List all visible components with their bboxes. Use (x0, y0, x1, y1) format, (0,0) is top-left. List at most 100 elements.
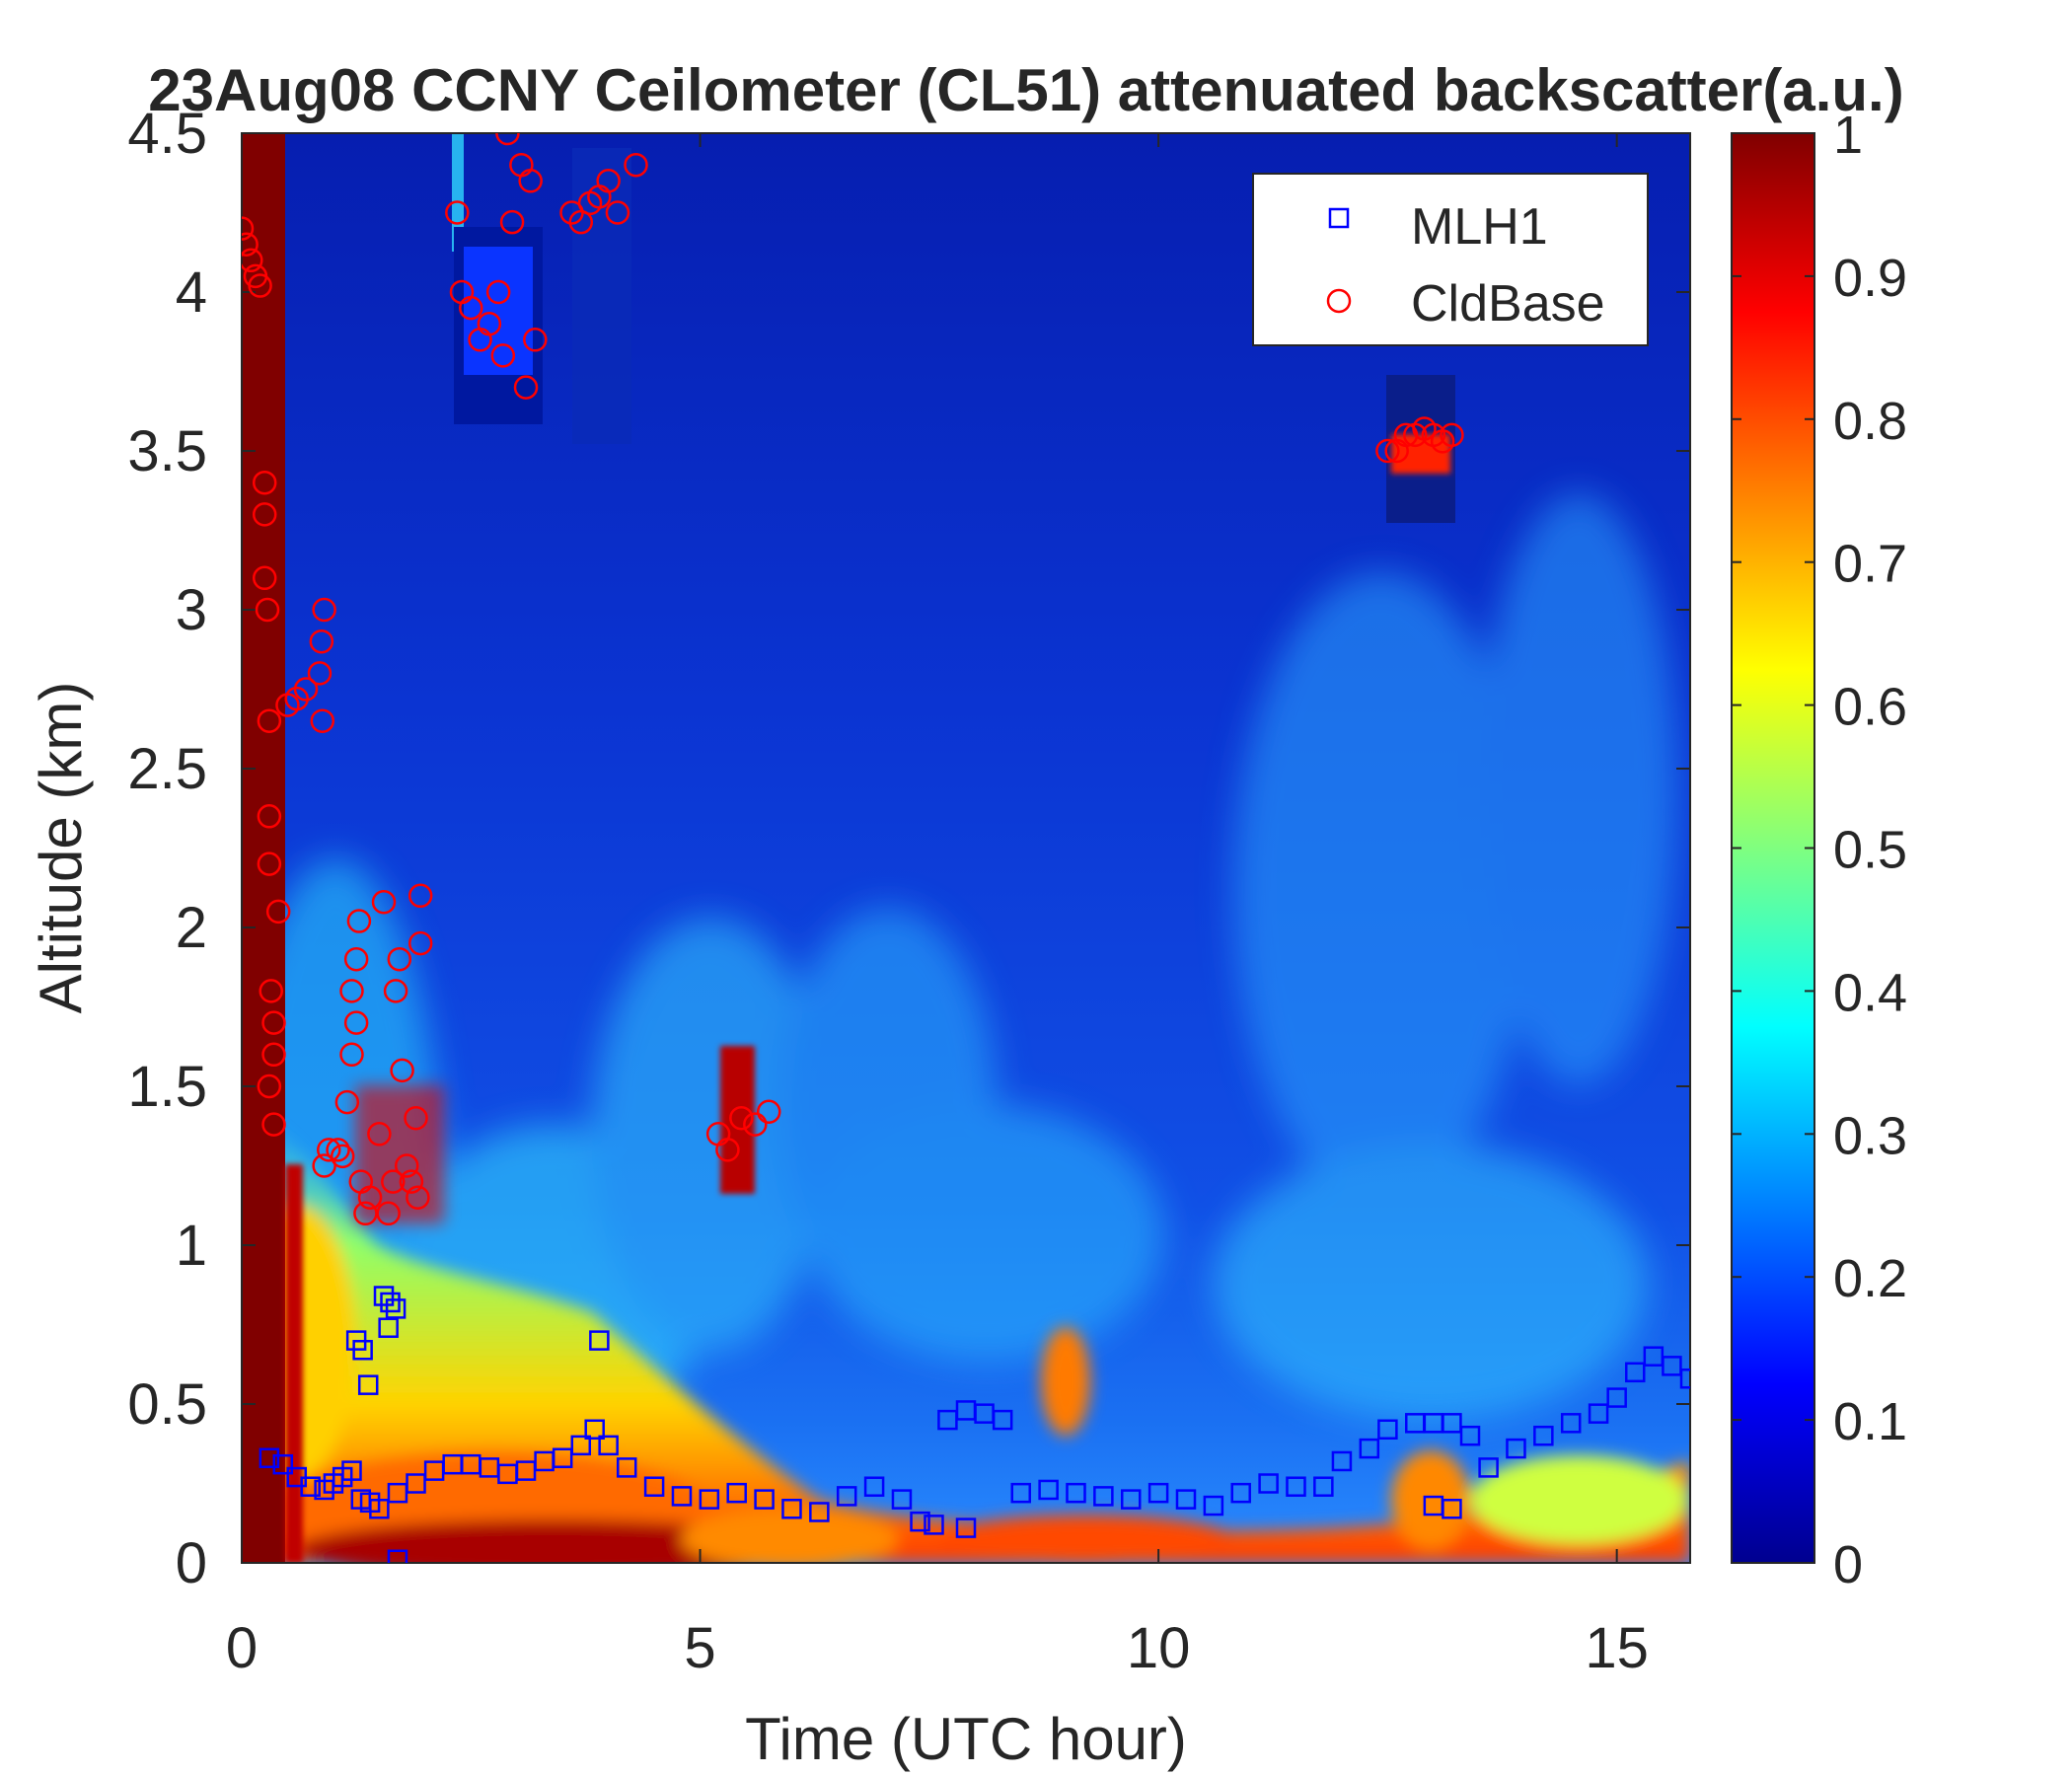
colorbar-tick-label: 0.9 (1833, 249, 1907, 308)
cldbase-marker (343, 1010, 369, 1035)
initial-column (242, 133, 285, 1563)
mlh1-marker (1175, 1489, 1197, 1510)
legend-label-cldbase: CldBase (1411, 275, 1605, 333)
legend-label-mlh1: MLH1 (1411, 198, 1548, 256)
mlh1-marker (1662, 1356, 1682, 1376)
cldbase-marker (383, 979, 408, 1003)
data-markers (242, 133, 1690, 1563)
colorbar (1731, 132, 1815, 1564)
mlh1-marker (1313, 1476, 1334, 1497)
cldbase-marker (242, 216, 255, 241)
x-axis: 0 5 10 15 (226, 133, 1649, 1680)
colorbar-tick-label: 0.2 (1833, 1249, 1907, 1308)
mlh1-marker (1442, 1413, 1462, 1434)
mlh1-marker (584, 1419, 605, 1441)
cldbase-marker (376, 1201, 401, 1226)
cldbase-marker (394, 1153, 419, 1178)
x-axis-label: Time (UTC hour) (745, 1706, 1187, 1772)
mlh1-marker (1588, 1403, 1609, 1424)
cldbase-marker (261, 1010, 286, 1035)
cldbase-marker (346, 909, 372, 933)
mlh1-marker (1093, 1486, 1114, 1507)
cldbase-marker (1440, 422, 1464, 448)
cldbase-marker (252, 502, 277, 527)
cldbase-marker (387, 946, 412, 972)
mlh1-marker (863, 1476, 885, 1497)
series-cldbase (242, 133, 1464, 1226)
mlh1-marker (1258, 1473, 1279, 1494)
mlh1-marker (1377, 1419, 1398, 1441)
mlh1-marker (1203, 1495, 1224, 1517)
cldbase-marker (259, 979, 283, 1003)
y-tick-label: 1 (176, 1214, 207, 1278)
colorbar-ticks: 0 0.1 0.2 0.3 0.4 0.5 0.6 0.7 0.8 0.9 1 (1732, 106, 1907, 1594)
cldbase-marker (261, 1112, 286, 1137)
cldbase-marker (485, 279, 511, 305)
cldbase-marker (715, 1138, 740, 1162)
legend-marker-mlh1 (1328, 207, 1350, 229)
cldbase-marker (399, 1169, 424, 1194)
cldbase-marker (257, 1073, 282, 1099)
mlh1-marker (1120, 1489, 1142, 1510)
mlh1-marker (1478, 1457, 1499, 1478)
cldbase-marker (756, 1099, 781, 1125)
mlh1-marker (1359, 1438, 1380, 1459)
cldbase-marker (252, 565, 277, 591)
heatmap-field (242, 133, 1690, 1563)
cldbase-marker (257, 708, 282, 733)
cldbase-marker (330, 1144, 355, 1169)
cldbase-marker (513, 375, 539, 400)
cldbase-marker (390, 1058, 414, 1083)
mlh1-marker (992, 1409, 1013, 1431)
mlh1-marker (1533, 1425, 1554, 1446)
cldbase-marker (381, 1169, 406, 1194)
mlh1-marker (1442, 1499, 1462, 1519)
y-axis-label: Altitude (km) (28, 682, 94, 1014)
mlh1-marker (891, 1489, 913, 1510)
cldbase-marker (261, 1042, 286, 1068)
y-tick-label: 0 (176, 1531, 207, 1595)
cldbase-marker (339, 1042, 364, 1068)
y-tick-label: 4.5 (127, 102, 207, 166)
mlh1-marker (378, 1317, 399, 1338)
mlh1-marker (1230, 1482, 1251, 1504)
cldbase-marker (729, 1105, 754, 1131)
cldbase-marker (255, 597, 280, 623)
chart-title: 23Aug08 CCNY Ceilometer (CL51) attenuate… (148, 57, 1903, 123)
cldbase-marker (407, 930, 433, 956)
cldbase-marker (257, 804, 282, 829)
colorbar-tick-label: 0.4 (1833, 963, 1907, 1022)
mlh1-marker (671, 1486, 693, 1507)
cldbase-marker (371, 889, 397, 915)
cldbase-marker (518, 169, 543, 193)
cldbase-marker (307, 661, 333, 686)
mlh1-marker (643, 1476, 665, 1497)
mlh1-marker (1560, 1413, 1582, 1434)
colorbar-tick-label: 0.8 (1833, 392, 1907, 451)
mlh1-marker (699, 1489, 720, 1510)
cldbase-marker (490, 343, 516, 368)
cldbase-marker (1375, 438, 1400, 464)
x-tick-label: 0 (226, 1616, 258, 1680)
y-tick-label: 1.5 (127, 1055, 207, 1119)
colorbar-tick-label: 0.1 (1833, 1392, 1907, 1451)
mlh1-marker (924, 1515, 944, 1535)
colorbar-tick-label: 1 (1833, 106, 1863, 165)
mlh1-marker (910, 1511, 930, 1532)
mlh1-marker (616, 1457, 637, 1478)
cldbase-marker (605, 200, 630, 225)
cldbase-marker (445, 200, 470, 225)
mlh1-marker (352, 1340, 373, 1361)
colorbar-tick-label: 0.6 (1833, 678, 1907, 737)
mlh1-marker (809, 1502, 830, 1522)
mlh1-marker (380, 1292, 401, 1313)
cldbase-marker (334, 1089, 360, 1115)
mlh1-marker (1010, 1482, 1031, 1504)
mlh1-marker (272, 1453, 294, 1475)
mlh1-marker (341, 1460, 362, 1481)
cldbase-marker (459, 295, 483, 321)
mlh1-marker (836, 1486, 857, 1507)
mlh1-marker (1679, 1368, 1690, 1389)
cldbase-marker (624, 152, 648, 178)
